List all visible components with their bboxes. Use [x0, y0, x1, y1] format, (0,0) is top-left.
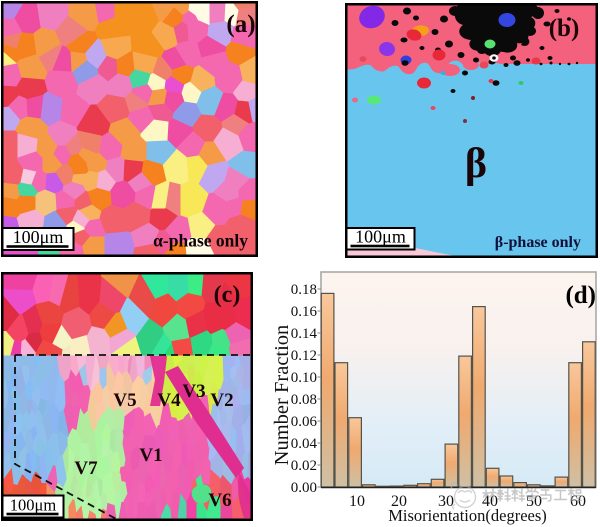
svg-text:10: 10	[349, 493, 365, 510]
svg-text:Misorientation(degrees): Misorientation(degrees)	[388, 506, 547, 525]
svg-text:V3: V3	[182, 381, 205, 402]
svg-text:30: 30	[438, 493, 454, 510]
svg-text:0.00: 0.00	[291, 480, 317, 496]
svg-text:(b): (b)	[549, 15, 580, 42]
svg-text:0.02: 0.02	[291, 458, 317, 474]
svg-text:60: 60	[570, 493, 586, 510]
svg-text:V1: V1	[139, 445, 162, 466]
svg-text:(c): (c)	[214, 282, 241, 308]
svg-text:V7: V7	[74, 458, 98, 479]
svg-text:0.16: 0.16	[291, 304, 318, 320]
svg-text:0.06: 0.06	[291, 414, 318, 430]
svg-text:β: β	[465, 141, 487, 187]
svg-text:α-phase only: α-phase only	[153, 231, 248, 251]
svg-text:0.04: 0.04	[291, 436, 318, 452]
svg-text:20: 20	[391, 493, 407, 510]
svg-text:0.18: 0.18	[291, 282, 317, 298]
svg-text:100μm: 100μm	[13, 227, 64, 247]
svg-text:V2: V2	[210, 390, 233, 411]
svg-text:V4: V4	[157, 390, 181, 411]
svg-text:100μm: 100μm	[10, 495, 57, 514]
svg-text:(d): (d)	[565, 282, 596, 309]
svg-text:0.10: 0.10	[291, 370, 317, 386]
svg-text:100μm: 100μm	[355, 226, 406, 246]
svg-text:0.08: 0.08	[291, 392, 317, 408]
svg-text:(a): (a)	[226, 11, 255, 38]
svg-text:0.12: 0.12	[291, 348, 317, 364]
svg-text:β-phase only: β-phase only	[495, 234, 581, 251]
svg-text:V6: V6	[208, 490, 231, 511]
svg-text:0.14: 0.14	[291, 326, 318, 342]
svg-text:V5: V5	[113, 390, 136, 411]
svg-text:Number Fraction: Number Fraction	[271, 325, 293, 466]
